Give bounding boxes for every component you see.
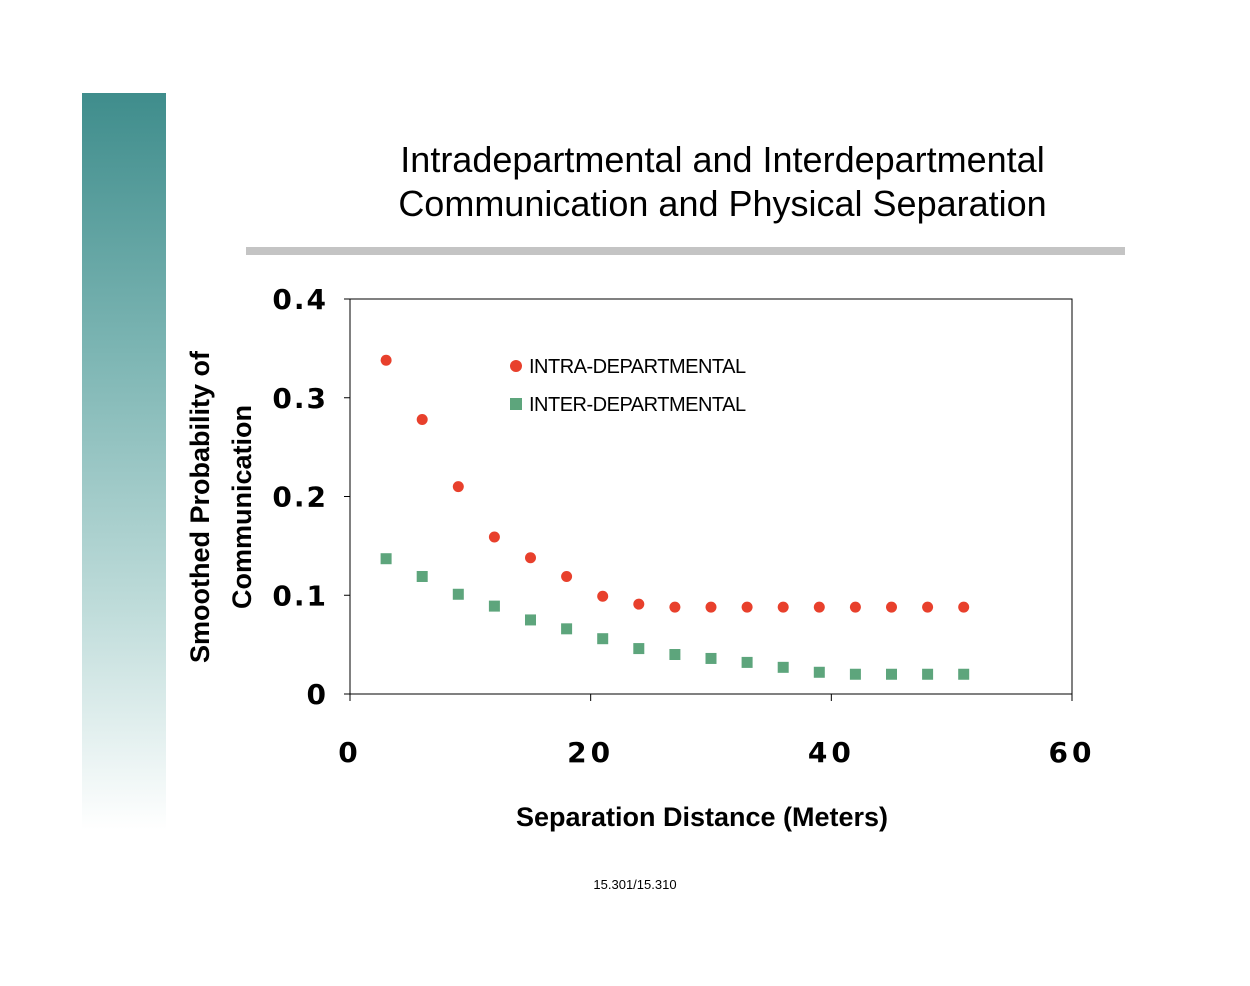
inter-departmental-point xyxy=(633,643,645,655)
legend-label-inter-departmental: INTER-DEPARTMENTAL xyxy=(529,394,746,416)
y-axis-label-line-2: Communication xyxy=(227,405,257,609)
inter-departmental-point xyxy=(416,570,428,582)
title-line-2: Communication and Physical Separation xyxy=(398,183,1047,224)
inter-departmental-point xyxy=(597,633,609,645)
x-tick-label: 60 xyxy=(1049,736,1096,769)
inter-departmental-point xyxy=(705,652,717,664)
chart-marks xyxy=(380,354,970,680)
inter-departmental-point xyxy=(849,668,861,680)
intra-departmental-point xyxy=(380,354,392,366)
inter-departmental-point xyxy=(669,649,681,660)
inter-departmental-point xyxy=(488,600,500,612)
intra-departmental-point xyxy=(633,598,645,610)
y-tick-label: 0.1 xyxy=(272,579,328,612)
inter-departmental-point xyxy=(525,614,536,626)
y-tick-label: 0.4 xyxy=(272,283,328,316)
chart-ticks: 0 0.1 0.2 0.3 0.4 0 20 40 60 xyxy=(272,283,1096,769)
inter-departmental-point xyxy=(777,661,789,673)
x-tick-label: 0 xyxy=(338,736,361,769)
inter-departmental-point xyxy=(886,668,897,680)
decorative-side-bar xyxy=(82,93,166,830)
title-line-1: Intradepartmental and Interdepartmental xyxy=(400,139,1045,180)
intra-departmental-point xyxy=(922,601,934,613)
intra-departmental-point xyxy=(525,552,536,564)
inter-departmental-point xyxy=(813,666,825,678)
x-axis-label: Separation Distance (Meters) xyxy=(516,802,888,832)
y-axis-label-line-1: Smoothed Probability of xyxy=(185,350,215,663)
legend-marker-inter-departmental xyxy=(510,398,522,410)
intra-departmental-point xyxy=(813,601,825,613)
x-tick-label: 40 xyxy=(808,736,855,769)
intra-departmental-point xyxy=(849,601,861,613)
x-tick-label: 20 xyxy=(567,736,614,769)
intra-departmental-point xyxy=(597,590,609,602)
legend-label-intra-departmental: INTRA-DEPARTMENTAL xyxy=(529,356,746,378)
intra-departmental-point xyxy=(669,601,681,613)
intra-departmental-point xyxy=(452,481,464,493)
intra-departmental-point xyxy=(561,570,573,582)
slide-title: Intradepartmental and Interdepartmental … xyxy=(250,138,1195,226)
chart-legend: INTRA-DEPARTMENTAL INTER-DEPARTMENTAL xyxy=(510,356,746,416)
y-tick-label: 0.2 xyxy=(272,481,328,514)
footer-course-code: 15.301/15.310 xyxy=(593,877,677,892)
inter-departmental-point xyxy=(958,668,970,680)
title-divider xyxy=(246,247,1125,255)
inter-departmental-point xyxy=(741,656,753,668)
inter-departmental-point xyxy=(452,588,464,600)
intra-departmental-point xyxy=(958,601,970,613)
intra-departmental-point xyxy=(886,601,897,613)
y-tick-label: 0.3 xyxy=(272,382,328,415)
intra-departmental-point xyxy=(488,531,500,543)
inter-departmental-point xyxy=(380,553,392,565)
inter-departmental-point xyxy=(922,668,934,680)
intra-departmental-point xyxy=(416,413,428,425)
intra-departmental-point xyxy=(705,601,717,613)
legend-marker-intra-departmental xyxy=(510,360,522,372)
y-tick-label: 0 xyxy=(307,678,328,711)
intra-departmental-point xyxy=(777,601,789,613)
inter-departmental-point xyxy=(561,623,573,635)
intra-departmental-point xyxy=(741,601,753,613)
